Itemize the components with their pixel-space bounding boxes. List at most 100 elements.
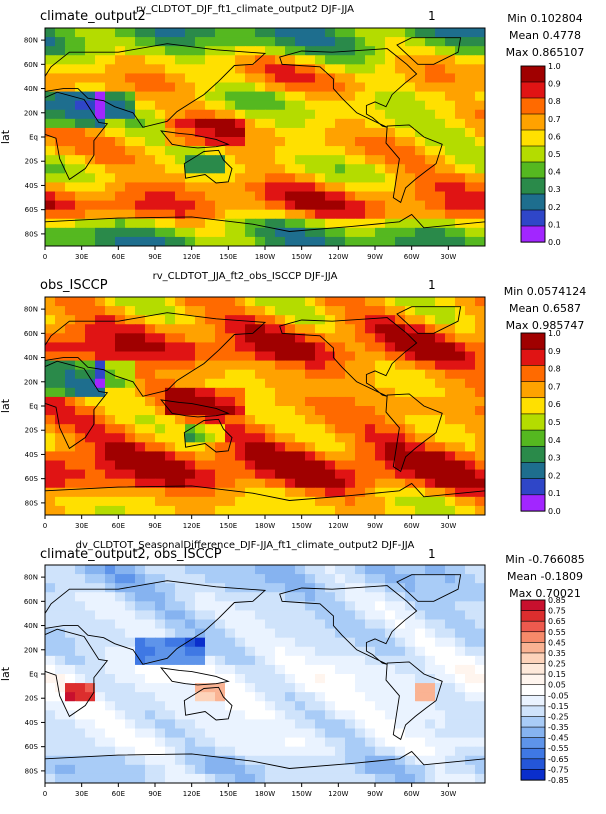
x-tick-label: 90E (148, 522, 161, 530)
x-tick-label: 60E (112, 522, 125, 530)
colorbar-swatch (520, 694, 546, 707)
stat-min: Min 0.102804 (507, 12, 583, 25)
colorbar-swatch (520, 365, 546, 383)
y-tick-label: 20N (24, 378, 38, 386)
y-tick-label: 80N (24, 306, 38, 314)
colorbar-swatch (520, 348, 546, 366)
map-field (45, 28, 485, 246)
stat-max: Max 0.985747 (506, 319, 585, 332)
y-tick-label: 60N (24, 598, 38, 606)
colorbar-swatch (520, 642, 546, 654)
coastline (45, 750, 485, 783)
y-tick-label: 80S (25, 230, 39, 238)
colorbar-label: 0.2 (548, 471, 561, 480)
colorbar-swatch (520, 381, 546, 399)
colorbar-label: 0.1 (548, 489, 561, 498)
colorbar-swatch (520, 225, 546, 243)
panel-left-title: obs_ISCCP (40, 278, 108, 293)
x-tick-label: 180W (255, 790, 275, 798)
colorbar-label: 0.8 (548, 97, 561, 106)
coastline (279, 585, 418, 665)
colorbar-label: -0.15 (548, 702, 569, 711)
stat-max: Max 0.70021 (509, 587, 581, 600)
colorbar-label: -0.55 (548, 744, 569, 753)
colorbar-swatch (520, 716, 546, 728)
colorbar-label: 0.7 (548, 382, 561, 391)
y-axis-label: lat (0, 398, 12, 413)
y-tick-label: 20S (25, 158, 39, 166)
colorbar-swatch (520, 113, 546, 131)
colorbar-swatch (520, 652, 546, 665)
colorbar-swatch (520, 193, 546, 211)
colorbar-label: 0.6 (548, 132, 561, 141)
x-tick-label: 150W (292, 522, 312, 530)
coastline (160, 130, 230, 149)
colorbar-swatch (520, 684, 546, 696)
colorbar: 0.85 0.750.65 0.550.45 0.35 0.250.15 0.05-0.0… (520, 596, 569, 785)
colorbar-label: 0.6 (548, 400, 561, 409)
coastline (183, 686, 233, 721)
colorbar: 1.0 0.9 0.8 0.7 0.6 0.5 0.4 0.3 0.2 0.1 0.0 (520, 329, 561, 516)
colorbar-label: 0.9 (548, 80, 561, 89)
panel-number: 1 (428, 9, 436, 23)
colorbar-swatch (520, 129, 546, 147)
chart-title: rv_CLDTOT_JJA_ft2_obs_ISCCP DJF-JJA (153, 271, 338, 282)
colorbar-label: 0.1 (548, 220, 561, 229)
colorbar-swatch (520, 145, 546, 163)
colorbar-label: 0.9 (548, 347, 561, 356)
x-tick-label: 60W (404, 253, 420, 261)
colorbar-label: 0.7 (548, 115, 561, 124)
colorbar-swatch (520, 397, 546, 415)
x-tick-label: 60E (112, 790, 125, 798)
colorbar-swatch (520, 747, 546, 760)
x-tick-label: 30E (75, 790, 88, 798)
x-tick-label: 120E (183, 522, 201, 530)
x-tick-label: 120W (328, 790, 348, 798)
chart-panel-difference: dv_CLDTOT_SeasonalDifference_DJF-JJA_ft1… (0, 540, 585, 798)
colorbar: 1.0 0.9 0.8 0.7 0.6 0.5 0.4 0.3 0.2 0.1 0.0 (520, 62, 561, 247)
panel-left-title: climate_output2, obs_ISCCP (40, 547, 222, 562)
y-tick-label: 40S (25, 719, 39, 727)
y-tick-label: 60N (24, 61, 38, 69)
colorbar-label: -0.45 (548, 734, 569, 743)
x-tick-label: 0 (43, 253, 47, 261)
coastline (45, 482, 485, 515)
coastline (183, 149, 233, 184)
y-tick-label: 40N (24, 354, 38, 362)
x-tick-label: 180W (255, 522, 275, 530)
colorbar-label: 0.3 (548, 454, 561, 463)
colorbar-label: 1.0 (548, 62, 561, 71)
colorbar-swatch (520, 620, 546, 633)
x-tick-label: 90W (367, 253, 383, 261)
colorbar-label: -0.05 (548, 691, 569, 700)
x-tick-label: 30E (75, 253, 88, 261)
colorbar-swatch (520, 97, 546, 115)
map-field (45, 297, 485, 515)
colorbar-swatch (520, 726, 546, 739)
colorbar-swatch (520, 429, 546, 447)
x-tick-label: 150E (219, 522, 237, 530)
colorbar-swatch (520, 599, 546, 612)
y-tick-label: 60S (25, 206, 39, 214)
x-tick-label: 30E (75, 522, 88, 530)
colorbar-swatch (520, 462, 546, 480)
coastline (45, 312, 267, 397)
y-tick-label: 80N (24, 37, 38, 45)
y-tick-label: 40S (25, 182, 39, 190)
colorbar-label: 0.35 (548, 649, 566, 658)
colorbar-label: 0.15 (548, 670, 566, 679)
colorbar-swatch (520, 769, 546, 781)
x-tick-label: 90E (148, 790, 161, 798)
coastline (160, 667, 230, 686)
x-tick-label: 30W (440, 253, 456, 261)
colorbar-swatch (520, 705, 546, 718)
y-tick-label: 20N (24, 646, 38, 654)
stat-mean: Mean 0.4778 (509, 29, 581, 42)
colorbar-swatch (520, 177, 546, 195)
chart-title: rv_CLDTOT_DJF_ft1_climate_output2 DJF-JJ… (136, 4, 354, 15)
colorbar-swatch (520, 737, 546, 749)
colorbar-label: 0.2 (548, 203, 561, 212)
x-tick-label: 0 (43, 790, 47, 798)
y-tick-label: 80N (24, 574, 38, 582)
